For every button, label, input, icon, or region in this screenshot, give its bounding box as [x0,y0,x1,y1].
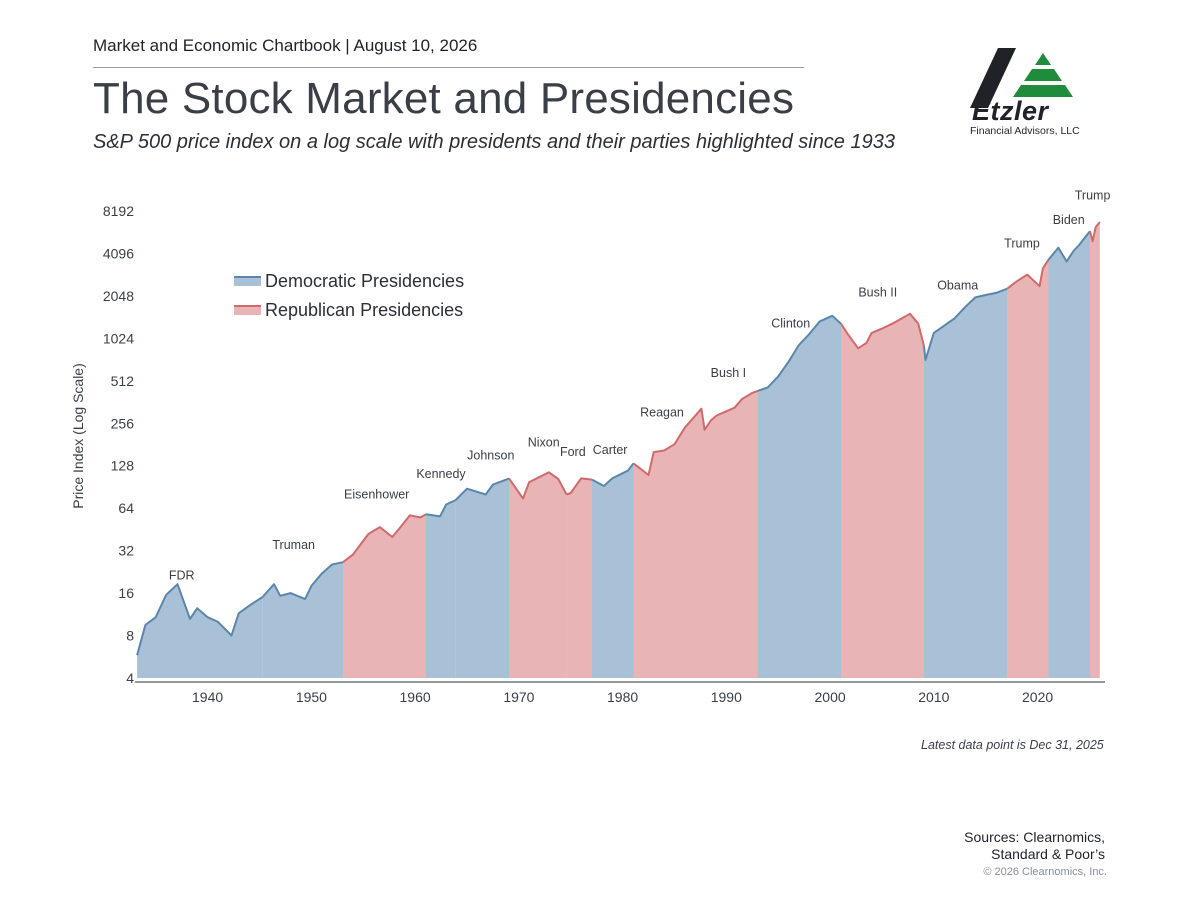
index-line-segment-13 [1006,259,1050,290]
index-line-segment-0 [136,583,264,656]
president-label: Kennedy [416,467,466,481]
y-tick-label: 128 [111,458,135,474]
presidency-area-8 [633,408,717,678]
x-tick-label: 1950 [296,689,327,705]
sources: Sources: Clearnomics, Standard & Poor’s [964,829,1105,863]
index-line-segment-3 [425,499,457,518]
y-axis-label: Price Index (Log Scale) [70,363,86,509]
president-label: Reagan [640,406,684,420]
y-tick-label: 8 [126,628,134,644]
presidency-area-15 [1090,222,1100,678]
legend-label: Democratic Presidencies [265,271,464,291]
president-label: Trump [1075,188,1111,202]
presidency-area-10 [758,315,841,678]
chart-axes: 4 8 16 32 64 128 256 512 1024 2048 4096 8192 1940 195… [103,203,1105,705]
y-tick-label: 16 [118,585,134,601]
legend-swatch [234,306,261,315]
y-tick-label: 2048 [103,288,134,304]
index-line-segment-7 [591,462,635,487]
president-label: Trump [1004,237,1040,251]
x-tick-label: 2010 [918,689,949,705]
presidency-area-14 [1048,231,1090,678]
sources-line-2: Standard & Poor’s [991,846,1105,862]
presidency-area-12 [924,288,1007,678]
presidency-area-6 [566,478,592,678]
legend: Democratic Presidencies Republican Presid… [234,271,464,320]
footnote: Latest data point is Dec 31, 2025 [921,738,1104,752]
y-tick-label: 4 [126,670,134,686]
presidency-area-0 [137,584,263,678]
legend-swatch [234,277,261,286]
header-divider [93,67,804,68]
x-tick-label: 1960 [400,689,431,705]
index-line-segment-1 [261,561,344,601]
y-tick-label: 64 [118,500,134,516]
index-line-segment-10 [757,314,842,392]
page-subtitle: S&P 500 price index on a log scale with … [93,131,895,153]
x-tick-label: 1970 [503,689,534,705]
legend-label: Republican Presidencies [265,300,463,320]
y-tick-label: 8192 [103,203,134,219]
index-line-segment-8 [632,407,718,476]
logo-wordmark: Etzler [972,96,1049,126]
presidency-area-9 [716,390,758,678]
index-area [137,222,1100,678]
copyright: © 2026 Clearnomics, Inc. [983,866,1107,878]
presidency-area-5 [509,472,567,678]
x-tick-label: 1980 [607,689,638,705]
index-line-segment-6 [566,477,593,496]
president-label: Obama [937,278,978,292]
presidency-area-11 [841,313,924,678]
index-line-segment-12 [923,287,1008,361]
presidency-area-2 [343,514,426,678]
index-line-segment-14 [1047,230,1091,263]
president-label: Carter [593,443,628,457]
sources-line-1: Sources: Clearnomics, [964,829,1105,845]
president-label: Nixon [528,436,560,450]
page-title: The Stock Market and Presidencies [93,74,795,123]
index-line [136,221,1101,656]
president-label: Bush II [858,285,897,299]
y-tick-label: 4096 [103,246,134,262]
presidency-area-7 [592,463,634,678]
logo-company-name: Financial Advisors, LLC [970,125,1080,137]
president-label: Ford [560,445,586,459]
index-line-segment-9 [716,389,759,417]
y-tick-label: 1024 [103,330,134,346]
chartbook-header: Market and Economic Chartbook | August 1… [93,36,478,55]
president-label: Clinton [771,317,810,331]
index-line-segment-4 [454,477,510,501]
y-tick-label: 512 [111,373,135,389]
index-line-segment-15 [1089,221,1101,243]
president-label: FDR [169,568,195,582]
x-tick-label: 2020 [1022,689,1053,705]
y-tick-label: 256 [111,415,135,431]
president-label: Johnson [467,448,514,462]
presidency-area-3 [426,500,456,678]
presidency-area-4 [455,478,509,678]
y-tick-label: 32 [118,543,134,559]
president-label: Truman [272,538,315,552]
index-line-segment-5 [508,471,568,500]
index-line-segment-11 [840,312,925,350]
index-line-segment-2 [342,513,427,563]
presidency-area-1 [262,562,343,678]
president-label: Biden [1053,213,1085,227]
president-label: Eisenhower [344,488,409,502]
x-tick-label: 2000 [815,689,846,705]
etzler-logo-icon [970,48,1073,108]
president-label: Bush I [711,366,746,380]
x-tick-label: 1990 [711,689,742,705]
presidency-area-13 [1007,259,1049,678]
x-tick-label: 1940 [192,689,223,705]
